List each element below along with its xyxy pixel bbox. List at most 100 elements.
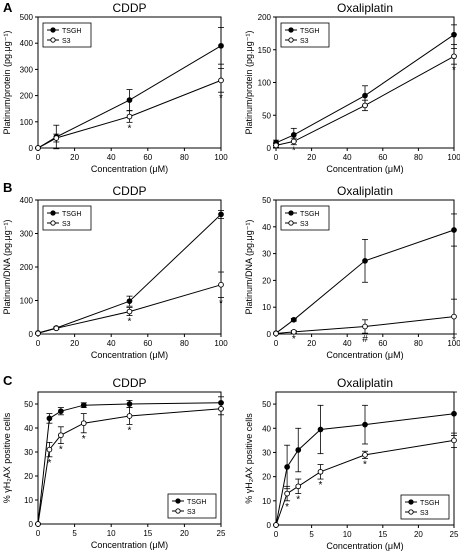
y-tick-label: 10 xyxy=(24,496,33,505)
y-tick-label: 40 xyxy=(262,424,271,433)
significance-mark: * xyxy=(292,334,296,345)
x-tick-label: 20 xyxy=(414,530,423,539)
legend: TSGH S3 xyxy=(167,493,217,519)
x-axis-label: Concentration (μM) xyxy=(91,350,168,360)
legend-marker xyxy=(288,37,294,43)
significance-mark: * xyxy=(47,458,51,469)
y-tick-label: 20 xyxy=(262,276,271,285)
data-point xyxy=(35,330,41,337)
legend-box xyxy=(167,493,217,519)
data-point xyxy=(53,135,60,141)
x-tick-label: 60 xyxy=(143,339,152,348)
series-line xyxy=(37,284,222,334)
y-tick-label: 0 xyxy=(267,144,272,153)
x-tick-label: 40 xyxy=(343,153,352,162)
data-point xyxy=(53,325,60,332)
legend: TSGH S3 xyxy=(280,22,330,48)
x-tick-label: 0 xyxy=(274,339,279,348)
legend-marker xyxy=(50,220,56,226)
chart-title: Oxaliplatin xyxy=(337,376,393,390)
y-axis-label: % γH₂AX positive cells xyxy=(244,413,254,504)
y-axis-label: Platinum/protein (pg.μg⁻¹) xyxy=(244,31,254,135)
legend-marker xyxy=(175,508,181,514)
legend-label: S3 xyxy=(62,38,71,45)
data-point xyxy=(290,329,297,335)
legend: TSGH S3 xyxy=(42,22,92,48)
x-tick-label: 0 xyxy=(36,529,41,538)
y-tick-label: 20 xyxy=(262,473,271,482)
x-tick-label: 40 xyxy=(107,339,116,348)
data-point xyxy=(451,227,457,233)
series-line xyxy=(275,439,455,526)
x-tick-label: 80 xyxy=(414,153,423,162)
series-s3 xyxy=(273,432,457,528)
data-point xyxy=(290,132,297,138)
legend-box xyxy=(42,22,92,48)
y-axis-label: % γH₂AX positive cells xyxy=(2,412,12,503)
x-tick-label: 0 xyxy=(274,530,279,539)
y-tick-label: 50 xyxy=(262,400,271,409)
legend-label: TSGH xyxy=(62,28,81,35)
data-point xyxy=(218,405,224,412)
y-tick-label: 500 xyxy=(20,13,34,22)
significance-mark: # xyxy=(362,334,368,345)
y-tick-label: 10 xyxy=(262,303,271,312)
legend-marker xyxy=(50,27,56,33)
chart-title: CDDP xyxy=(112,184,146,198)
legend: TSGH S3 xyxy=(280,205,330,231)
legend-label: TSGH xyxy=(62,211,81,218)
y-tick-label: 100 xyxy=(20,297,34,306)
y-tick-label: 50 xyxy=(262,111,271,120)
significance-mark: * xyxy=(219,298,223,309)
series-line xyxy=(37,79,222,149)
legend-label: TSGH xyxy=(420,500,439,507)
y-tick-label: 10 xyxy=(262,497,271,506)
y-tick-label: 150 xyxy=(258,46,272,55)
series-s3 xyxy=(273,48,457,149)
x-tick-label: 100 xyxy=(447,339,460,348)
chart-C-right: Oxaliplatin 0 5 10 15 20 25 0 10 20 30 40 50 Concentr… xyxy=(244,376,459,551)
y-tick-label: 0 xyxy=(29,520,34,529)
series-line xyxy=(275,413,455,526)
legend: TSGH S3 xyxy=(42,205,92,231)
y-tick-label: 200 xyxy=(20,263,34,272)
data-point xyxy=(58,408,64,415)
x-tick-label: 60 xyxy=(378,153,387,162)
significance-mark: * xyxy=(128,123,132,134)
data-point xyxy=(80,420,87,427)
y-tick-label: 300 xyxy=(20,65,34,74)
data-point xyxy=(362,92,368,99)
x-tick-label: 25 xyxy=(450,530,459,539)
y-tick-label: 400 xyxy=(20,196,34,205)
plot-frame xyxy=(275,391,455,526)
data-point xyxy=(218,281,224,288)
y-tick-label: 40 xyxy=(262,223,271,232)
y-tick-label: 300 xyxy=(20,230,34,239)
x-tick-label: 100 xyxy=(214,339,228,348)
data-point xyxy=(126,97,133,103)
data-point xyxy=(126,413,133,419)
panel-letter-b: B xyxy=(3,180,13,195)
x-axis-label: Concentration (μM) xyxy=(91,540,168,550)
x-axis-label: Concentration (μM) xyxy=(326,164,403,174)
legend-label: TSGH xyxy=(300,28,319,35)
series-line xyxy=(37,408,222,525)
series-s3 xyxy=(35,68,224,151)
legend-marker xyxy=(288,210,294,216)
series-line xyxy=(275,316,455,334)
data-point xyxy=(317,426,324,433)
chart-A-right: Oxaliplatin 0 20 40 60 80 100 0 50 100 150 200 Conce… xyxy=(244,1,460,174)
x-tick-label: 0 xyxy=(274,153,279,162)
data-point xyxy=(218,42,224,49)
significance-mark: * xyxy=(128,317,132,328)
x-tick-label: 40 xyxy=(343,339,352,348)
y-tick-label: 30 xyxy=(262,448,271,457)
data-point xyxy=(451,313,457,320)
y-axis-label: Platinum/DNA (pg.μg⁻¹) xyxy=(244,220,254,315)
data-point xyxy=(317,468,324,475)
legend-label: S3 xyxy=(62,221,71,228)
panel-letter-c: C xyxy=(3,373,13,388)
plot-frame xyxy=(275,199,455,335)
y-tick-label: 0 xyxy=(29,144,34,153)
